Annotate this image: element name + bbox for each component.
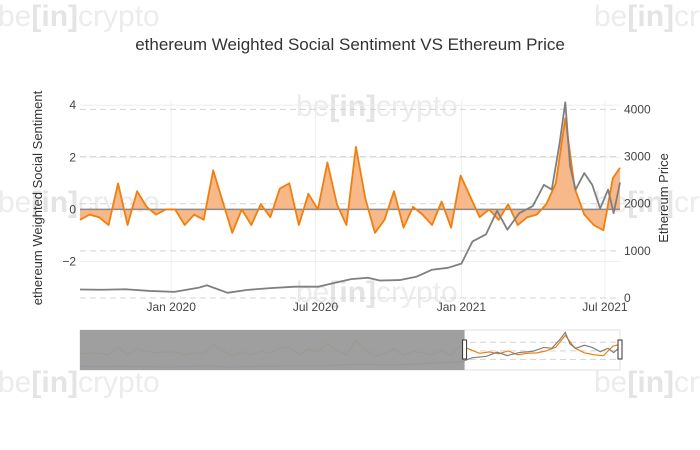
watermark-part: [ [329, 276, 339, 309]
watermark-part: be [296, 90, 329, 123]
watermark-part: ] [68, 186, 78, 219]
watermark-part: in [339, 90, 366, 123]
watermark-part: crypto [674, 366, 700, 399]
series-layer [79, 101, 621, 294]
y-right-tick-label: 4000 [624, 102, 651, 116]
y-right-tick-label: 0 [624, 291, 631, 305]
watermark-part: crypto [674, 186, 700, 219]
tick-labels: Jan 2020 Jul 2020 Jan 2021 Jul 2021 −2 0 2 4 0 10… [62, 98, 651, 314]
watermark-part: ] [366, 90, 376, 123]
x-tick-label: Jan 2020 [146, 300, 196, 314]
watermark-part: in [637, 186, 664, 219]
watermark-part: ] [664, 366, 674, 399]
watermark-part: in [41, 366, 68, 399]
watermark-logo: be[in]crypto [594, 366, 700, 399]
range-slider[interactable] [79, 329, 623, 371]
watermark-part: in [637, 366, 664, 399]
y-right-tick-label: 1000 [624, 244, 651, 258]
sentiment-line [79, 117, 621, 234]
watermark-logo: be[in]crypto [594, 0, 700, 33]
watermark-part: in [41, 0, 68, 33]
watermark-part: be [0, 366, 31, 399]
sentiment-area [80, 118, 620, 233]
y-left-tick-label: 2 [69, 150, 76, 164]
watermark-logo: be[in]crypto [0, 0, 160, 33]
y-left-axis-label: ethereum Weighted Social Sentiment [30, 90, 45, 305]
slider-handle-right[interactable] [617, 339, 623, 360]
watermark-part: ] [664, 186, 674, 219]
watermark-part: [ [31, 0, 41, 33]
watermark-part: ] [664, 0, 674, 33]
watermark-part: ] [366, 276, 376, 309]
watermark-part: crypto [376, 276, 458, 309]
y-right-tick-label: 3000 [624, 150, 651, 164]
watermark-part: be [594, 0, 627, 33]
watermark-part: ] [68, 0, 78, 33]
watermark-part: crypto [674, 0, 700, 33]
y-left-tick-label: 4 [69, 98, 76, 112]
watermark-part: [ [627, 0, 637, 33]
watermark-part: [ [627, 186, 637, 219]
y-right-tick-label: 2000 [624, 197, 651, 211]
x-tick-label: Jan 2021 [437, 300, 487, 314]
watermark-part: ] [68, 366, 78, 399]
watermark-part: [ [329, 90, 339, 123]
slider-mask-left [80, 330, 465, 370]
watermark-part: be [0, 0, 31, 33]
watermark-part: [ [31, 366, 41, 399]
watermark-part: crypto [78, 366, 160, 399]
watermark-part: in [637, 0, 664, 33]
watermark-part: crypto [78, 0, 160, 33]
watermark-part: in [41, 186, 68, 219]
watermark-part: be [0, 186, 31, 219]
watermark-part: crypto [376, 90, 458, 123]
watermark-logo: be[in]crypto [296, 90, 458, 123]
x-tick-label: Jul 2021 [582, 300, 628, 314]
watermark-part: be [594, 366, 627, 399]
slider-handle-left[interactable] [462, 339, 468, 360]
y-right-axis-label: Ethereum Price [656, 153, 671, 243]
chart-title: ethereum Weighted Social Sentiment VS Et… [135, 35, 565, 54]
y-left-tick-label: 0 [69, 202, 76, 216]
price-line [79, 101, 621, 294]
x-tick-label: Jul 2020 [293, 300, 339, 314]
y-left-tick-label: −2 [62, 255, 76, 269]
gridlines [80, 100, 620, 299]
watermark-layer: be[in]cryptobe[in]cryptobe[in]cryptobe[i… [0, 0, 700, 399]
watermark-logo: be[in]crypto [0, 366, 160, 399]
watermark-logo: be[in]crypto [296, 276, 458, 309]
watermark-part: be [296, 276, 329, 309]
watermark-part: [ [627, 366, 637, 399]
watermark-part: [ [31, 186, 41, 219]
